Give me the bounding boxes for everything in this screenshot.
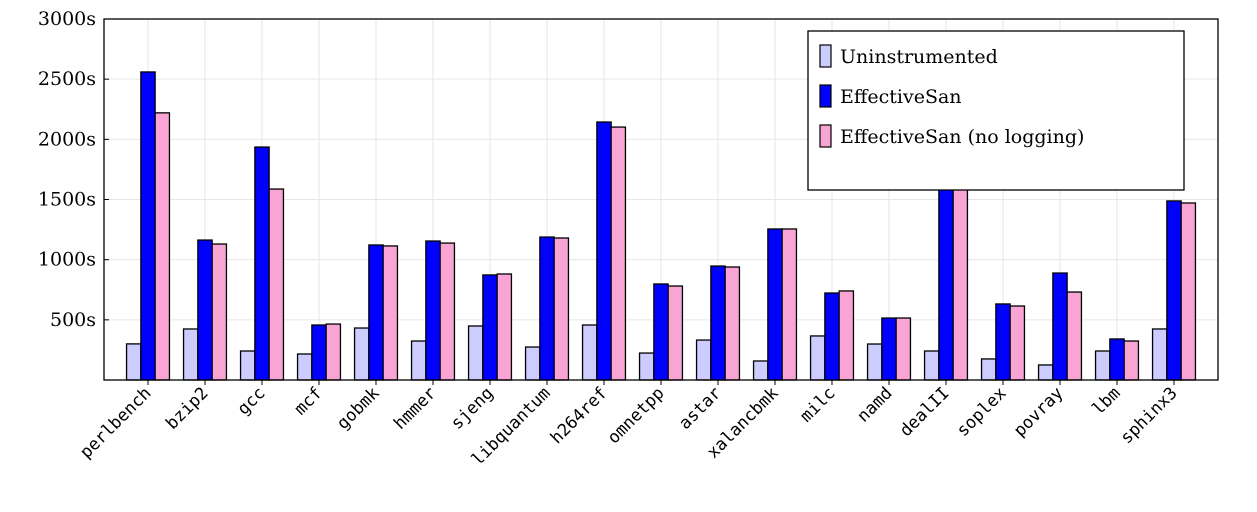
- bar-uninstrumented: [296, 353, 313, 381]
- x-tick-label: lbm: [1089, 383, 1125, 419]
- x-tick-label: bzip2: [162, 383, 212, 433]
- x-tick-label: astar: [675, 383, 725, 433]
- legend-label: Uninstrumented: [840, 46, 998, 68]
- legend-swatch: [819, 44, 832, 68]
- y-tick-label: 500s: [50, 309, 96, 331]
- x-tick-label: sjeng: [447, 383, 497, 433]
- x-tick-label: dealII: [896, 383, 954, 441]
- bar-effectivesan-no-logging-: [1066, 291, 1083, 381]
- bar-effectivesan-no-logging-: [211, 243, 228, 381]
- bar-effectivesan: [881, 317, 897, 381]
- bar-effectivesan: [1052, 272, 1068, 381]
- bar-uninstrumented: [353, 327, 370, 381]
- bar-effectivesan-no-logging-: [895, 317, 912, 381]
- x-tick-label: h264ref: [547, 383, 612, 448]
- x-tick-label: soplex: [953, 383, 1011, 441]
- bar-effectivesan-no-logging-: [838, 290, 855, 381]
- bar-effectivesan: [653, 283, 669, 381]
- x-tick-label: sphinx3: [1117, 383, 1182, 448]
- bar-effectivesan-no-logging-: [1180, 202, 1197, 381]
- bar-effectivesan: [197, 239, 213, 381]
- bar-effectivesan: [596, 121, 612, 381]
- bar-effectivesan-no-logging-: [1009, 305, 1026, 381]
- y-tick-label: 2000s: [38, 128, 96, 150]
- bar-uninstrumented: [638, 352, 655, 381]
- bar-effectivesan-no-logging-: [553, 237, 570, 381]
- legend-swatch: [819, 84, 832, 108]
- bar-effectivesan: [539, 236, 555, 381]
- y-tick-label: 1000s: [38, 249, 96, 271]
- bar-effectivesan-no-logging-: [667, 285, 684, 381]
- y-tick-label: 2500s: [38, 68, 96, 90]
- bar-effectivesan-no-logging-: [325, 323, 342, 381]
- bar-uninstrumented: [923, 350, 940, 381]
- x-tick-label: hmmer: [390, 383, 440, 433]
- bar-effectivesan: [254, 146, 270, 381]
- bar-uninstrumented: [866, 343, 883, 381]
- bar-effectivesan-no-logging-: [154, 112, 171, 381]
- x-tick-label: gobmk: [333, 383, 383, 433]
- bar-effectivesan: [1109, 338, 1125, 381]
- y-tick-label: 3000s: [38, 8, 96, 30]
- bar-effectivesan-no-logging-: [439, 242, 456, 381]
- bar-uninstrumented: [695, 339, 712, 381]
- x-axis: perlbench bzip2 gcc mcf gobmk hmmer sjenglibqu…: [76, 380, 1182, 470]
- bar-effectivesan: [482, 274, 498, 381]
- bar-effectivesan-no-logging-: [952, 182, 969, 381]
- bar-effectivesan: [824, 292, 840, 381]
- y-tick-label: 1500s: [38, 189, 96, 211]
- bar-effectivesan-no-logging-: [268, 188, 285, 381]
- bar-uninstrumented: [809, 335, 826, 381]
- x-tick-label: povray: [1010, 383, 1068, 441]
- bar-uninstrumented: [125, 343, 142, 381]
- x-tick-label: milc: [796, 383, 839, 426]
- x-tick-label: omnetpp: [604, 383, 669, 448]
- bar-effectivesan: [311, 324, 327, 381]
- x-tick-label: perlbench: [76, 383, 155, 462]
- bar-effectivesan-no-logging-: [382, 245, 399, 381]
- bar-uninstrumented: [1094, 350, 1111, 381]
- legend-label: EffectiveSan: [840, 86, 962, 108]
- bar-uninstrumented: [1037, 364, 1054, 381]
- bar-uninstrumented: [980, 358, 997, 381]
- bar-effectivesan-no-logging-: [1123, 340, 1140, 381]
- bar-effectivesan: [425, 240, 441, 381]
- legend-label: EffectiveSan (no logging): [840, 126, 1084, 148]
- x-tick-label: namd: [853, 383, 896, 426]
- bar-effectivesan: [140, 71, 156, 381]
- bar-effectivesan: [368, 244, 384, 381]
- x-tick-label: gcc: [234, 383, 270, 419]
- bar-uninstrumented: [182, 328, 199, 381]
- bar-effectivesan: [710, 265, 726, 381]
- bar-effectivesan: [938, 186, 954, 381]
- bar-uninstrumented: [581, 324, 598, 381]
- legend: Uninstrumented EffectiveSan EffectiveSan (…: [807, 30, 1185, 191]
- bar-effectivesan: [1166, 200, 1182, 381]
- bar-uninstrumented: [524, 346, 541, 381]
- bar-effectivesan-no-logging-: [496, 273, 513, 381]
- x-tick-label: mcf: [291, 383, 327, 419]
- bar-effectivesan: [995, 303, 1011, 381]
- bar-effectivesan-no-logging-: [724, 266, 741, 381]
- bar-effectivesan-no-logging-: [781, 228, 798, 381]
- y-axis: 500s 1000s 1500s 2000s 2500s 3000s: [38, 8, 109, 331]
- bar-uninstrumented: [752, 360, 769, 381]
- bar-uninstrumented: [467, 325, 484, 381]
- legend-box: [807, 30, 1185, 191]
- legend-swatch: [819, 124, 832, 148]
- bar-uninstrumented: [1151, 328, 1168, 381]
- bar-uninstrumented: [410, 340, 427, 381]
- bar-uninstrumented: [239, 350, 256, 381]
- bar-effectivesan: [767, 228, 783, 381]
- bar-effectivesan-no-logging-: [610, 126, 627, 381]
